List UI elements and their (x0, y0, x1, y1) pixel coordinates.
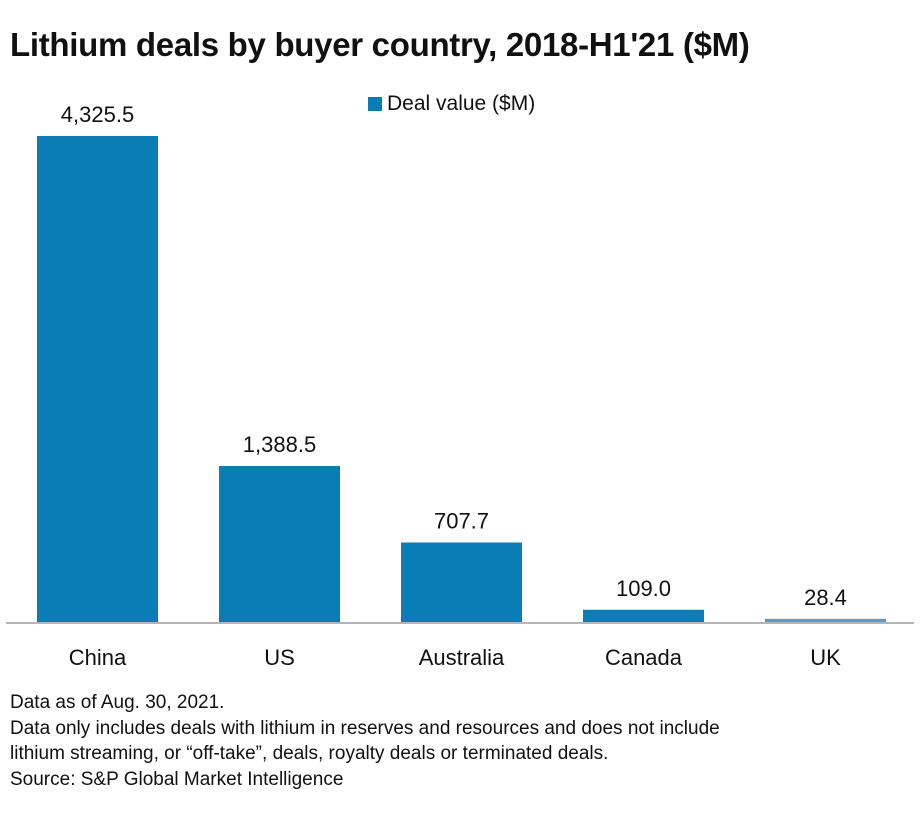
legend-swatch (368, 97, 382, 111)
bar-us (219, 465, 340, 622)
data-label-australia: 707.7 (434, 508, 489, 533)
note-source: Source: S&P Global Market Intelligence (10, 768, 344, 790)
note-scope-line-1: Data only includes deals with lithium in… (10, 717, 720, 739)
category-label-australia: Australia (419, 645, 505, 670)
category-label-uk: UK (810, 645, 841, 670)
bar-china (37, 136, 158, 622)
bar-uk (765, 618, 886, 622)
category-label-china: China (69, 645, 127, 670)
note-date: Data as of Aug. 30, 2021. (10, 692, 225, 713)
data-label-china: 4,325.5 (61, 102, 134, 127)
legend-label: Deal value ($M) (387, 92, 536, 115)
legend: Deal value ($M) (368, 92, 535, 116)
category-label-canada: Canada (605, 645, 683, 670)
bar-australia (401, 542, 522, 622)
chart-title: Lithium deals by buyer country, 2018-H1'… (10, 26, 750, 63)
data-label-uk: 28.4 (804, 585, 847, 610)
data-label-us: 1,388.5 (243, 432, 316, 457)
chart-notes: Data as of Aug. 30, 2021. Data only incl… (10, 690, 720, 792)
bar-chart: 4,325.5 China 1,388.5 US 707.7 Australia 109.0… (6, 102, 914, 670)
category-label-us: US (264, 645, 295, 670)
data-label-canada: 109.0 (616, 576, 671, 601)
bar-canada (583, 609, 704, 622)
note-scope-line-2: lithium streaming, or “off-take”, deals,… (10, 743, 609, 764)
